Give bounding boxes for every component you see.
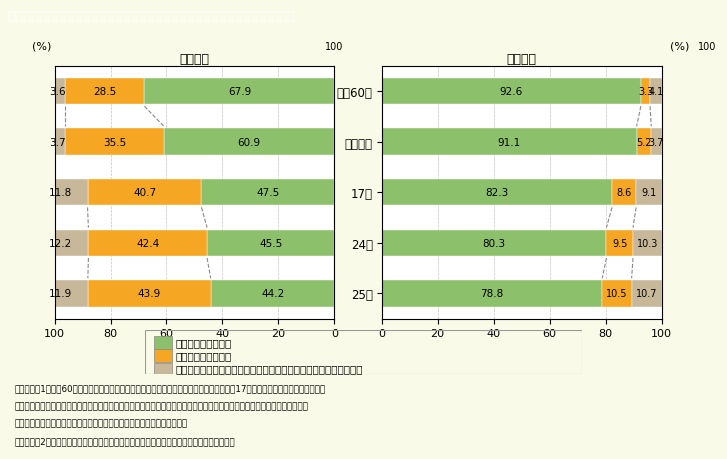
Text: 43.9: 43.9 xyxy=(137,289,161,299)
Text: 3.6: 3.6 xyxy=(49,87,65,97)
Bar xyxy=(201,179,334,206)
Text: 3.7: 3.7 xyxy=(49,137,65,147)
Text: 45.5: 45.5 xyxy=(259,238,282,248)
Bar xyxy=(65,129,164,156)
Text: 28.5: 28.5 xyxy=(93,87,116,97)
Bar xyxy=(633,230,662,257)
Bar xyxy=(211,280,334,307)
Bar xyxy=(154,350,172,362)
Text: 査月等が相違することから，時系列比較には注意を要する。: 査月等が相違することから，時系列比較には注意を要する。 xyxy=(15,419,188,428)
Text: 100: 100 xyxy=(325,41,344,51)
Text: 細集計）」（年平均）より作成。「労働力調査特別調査」と「労働力調査（詳細集計）」とでは，調査方法，調: 細集計）」（年平均）より作成。「労働力調査特別調査」と「労働力調査（詳細集計）」… xyxy=(15,401,308,410)
Title: 〈男性〉: 〈男性〉 xyxy=(507,52,537,65)
Text: 40.7: 40.7 xyxy=(133,188,156,198)
Text: 4.1: 4.1 xyxy=(648,87,664,97)
Text: 92.6: 92.6 xyxy=(499,87,523,97)
Text: 9.5: 9.5 xyxy=(612,238,627,248)
Bar xyxy=(637,129,651,156)
Bar xyxy=(55,230,89,257)
Title: 〈女性〉: 〈女性〉 xyxy=(180,52,209,65)
Text: 44.2: 44.2 xyxy=(261,289,284,299)
Bar xyxy=(382,78,641,105)
Bar xyxy=(87,179,201,206)
Bar xyxy=(382,230,606,257)
Text: その他（労働者派遣事業所の派遣社員，契約社員・嘱託，その他）: その他（労働者派遣事業所の派遣社員，契約社員・嘱託，その他） xyxy=(176,364,364,374)
Text: 12.2: 12.2 xyxy=(49,238,72,248)
Bar xyxy=(89,230,207,257)
Bar xyxy=(164,129,334,156)
Bar xyxy=(55,129,65,156)
Text: 35.5: 35.5 xyxy=(103,137,126,147)
Bar xyxy=(382,280,602,307)
Bar xyxy=(612,179,636,206)
Text: 78.8: 78.8 xyxy=(481,289,504,299)
Bar xyxy=(636,179,662,206)
Bar xyxy=(632,280,662,307)
Bar xyxy=(145,78,334,105)
Text: 11.9: 11.9 xyxy=(49,289,72,299)
Bar xyxy=(207,230,334,257)
Bar xyxy=(641,78,650,105)
Text: 3.3: 3.3 xyxy=(638,87,653,97)
Text: 3.7: 3.7 xyxy=(648,137,664,147)
Bar xyxy=(382,179,612,206)
Text: (%): (%) xyxy=(32,41,52,51)
Bar xyxy=(55,78,65,105)
Bar xyxy=(154,363,172,375)
Bar xyxy=(650,78,662,105)
Text: 10.7: 10.7 xyxy=(636,289,657,299)
Text: 10.3: 10.3 xyxy=(637,238,658,248)
Bar xyxy=(55,280,88,307)
Bar xyxy=(602,280,632,307)
Bar xyxy=(88,280,211,307)
Text: 5.2: 5.2 xyxy=(636,137,651,147)
Text: 正規の職員・従業員: 正規の職員・従業員 xyxy=(176,338,232,347)
Text: 11.8: 11.8 xyxy=(49,188,72,198)
Text: 60.9: 60.9 xyxy=(238,137,261,147)
Bar xyxy=(382,129,637,156)
Bar xyxy=(651,129,662,156)
Text: 82.3: 82.3 xyxy=(485,188,508,198)
Text: 67.9: 67.9 xyxy=(228,87,251,97)
Text: 42.4: 42.4 xyxy=(136,238,159,248)
Bar xyxy=(606,230,633,257)
Text: 9.1: 9.1 xyxy=(641,188,656,198)
Text: 2．「正規の職員・従業員」と「非正規の職員・従業員」の合計値に対する割合。: 2．「正規の職員・従業員」と「非正規の職員・従業員」の合計値に対する割合。 xyxy=(15,437,236,446)
Text: 10.5: 10.5 xyxy=(606,289,627,299)
Text: （備考）　1．昭和60年と平成７年は，総務省「労働力調査特別調査」（各年２月）より，17年以降は総務省「労働力調査（詳: （備考） 1．昭和60年と平成７年は，総務省「労働力調査特別調査」（各年２月）よ… xyxy=(15,383,326,392)
Text: パート・アルバイト: パート・アルバイト xyxy=(176,351,232,361)
Bar xyxy=(65,78,145,105)
Bar xyxy=(55,179,87,206)
Bar xyxy=(154,336,172,349)
Text: 80.3: 80.3 xyxy=(483,238,505,248)
Text: (%): (%) xyxy=(670,41,690,51)
Text: 100: 100 xyxy=(698,41,716,51)
Text: １－２－５図　雇用形態別にみた役員を除く雇用者の構成割合の推移（男女別）: １－２－５図 雇用形態別にみた役員を除く雇用者の構成割合の推移（男女別） xyxy=(7,10,295,23)
Text: 91.1: 91.1 xyxy=(497,137,521,147)
Text: 47.5: 47.5 xyxy=(257,188,280,198)
Text: 8.6: 8.6 xyxy=(616,188,632,198)
